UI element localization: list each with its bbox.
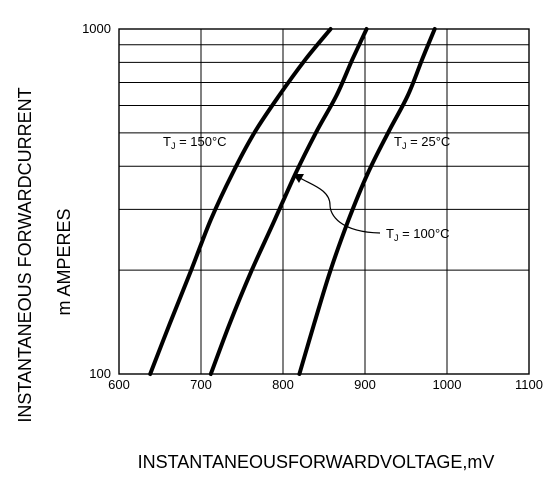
series-line-0 — [148, 27, 333, 376]
label-tj-100: TJ = 100°C — [386, 226, 450, 243]
grid-layer — [119, 29, 529, 374]
y-axis-unit-label: m AMPERES — [54, 208, 74, 315]
x-tick-label: 900 — [354, 377, 376, 392]
plot-frame — [118, 28, 530, 375]
curve-layer — [148, 27, 437, 376]
series-line-2 — [297, 27, 437, 376]
x-tick-label: 1100 — [515, 377, 543, 392]
leader-arrowhead — [293, 174, 304, 183]
y-tick-label: 100 — [89, 366, 111, 381]
y-tick-label: 1000 — [82, 21, 111, 36]
x-tick-label: 800 — [272, 377, 294, 392]
x-axis-label: INSTANTANEOUSFORWARDVOLTAGE,mV — [138, 452, 495, 472]
tick-layer: 600 700 800 900 1000 1100 100 1000 — [82, 21, 543, 392]
x-tick-label: 1000 — [433, 377, 462, 392]
x-tick-label: 700 — [190, 377, 212, 392]
label-tj-25: TJ = 25°C — [394, 134, 450, 151]
x-tick-label: 600 — [108, 377, 130, 392]
y-axis-label: INSTANTANEOUS FORWARDCURRENT — [15, 87, 35, 422]
leader-line-tj-100 — [299, 177, 381, 234]
label-tj-150: TJ = 150°C — [163, 134, 227, 151]
